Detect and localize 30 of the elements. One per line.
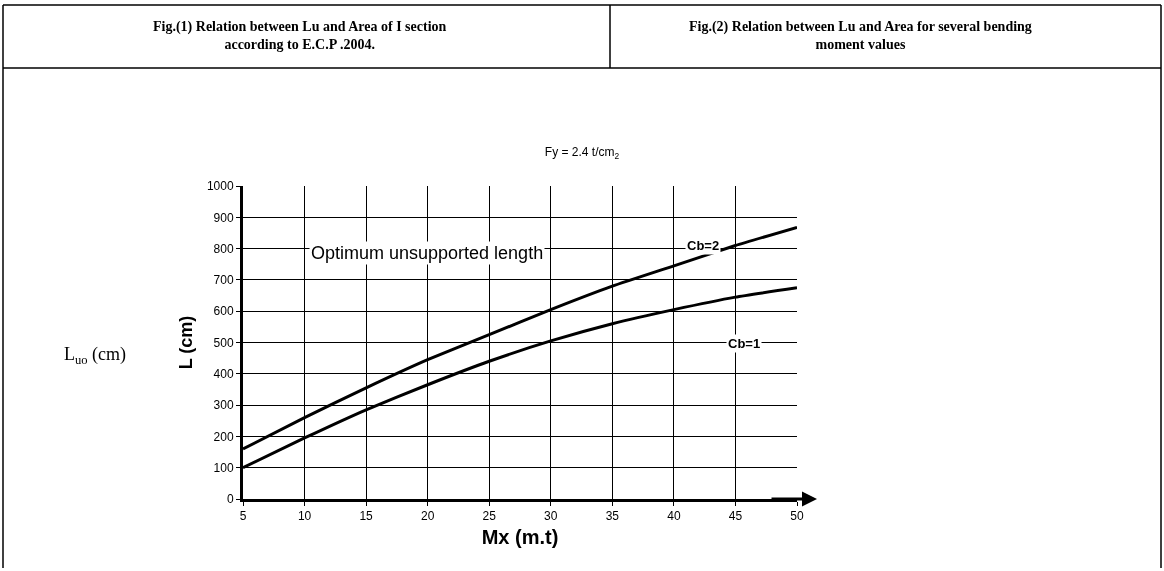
x-tick-label: 10 xyxy=(297,509,312,524)
y-tick-label: 1000 xyxy=(206,179,234,194)
y-tick-label: 600 xyxy=(213,304,234,319)
y-tick-label: 500 xyxy=(213,335,234,350)
text: Fig.(1) Relation between Lu and Area of I section according to E.C.P .2004. xyxy=(153,19,447,53)
chart-title: Fy = 2.4 t/cm$_{2}$ xyxy=(544,145,620,161)
x-axis-title: Mx (m.t) xyxy=(481,525,559,548)
y-tick-label: 400 xyxy=(213,367,234,381)
y-tick-label: 700 xyxy=(213,273,234,288)
x-tick-label: 20 xyxy=(420,509,435,524)
text: Fig.(2) Relation between Lu and Area for several bending moment values xyxy=(689,19,1032,53)
x-tick-label: 5 xyxy=(239,509,247,524)
x-tick-label: 50 xyxy=(790,509,804,524)
y-tick-label: 0 xyxy=(226,492,234,507)
x-tick-label: 45 xyxy=(728,509,743,524)
y-axis-title: L (cm) xyxy=(176,315,197,370)
text: L$_{uo}$ (cm) xyxy=(64,344,127,367)
y-tick-label: 800 xyxy=(213,241,234,256)
x-tick-label: 40 xyxy=(667,509,681,524)
y-tick-label: 300 xyxy=(213,398,234,413)
x-tick-label: 15 xyxy=(359,509,374,524)
y-tick-label: 900 xyxy=(213,210,234,225)
annotation: Cb=2 xyxy=(687,238,720,253)
annotation: Cb=1 xyxy=(728,336,761,351)
y-tick-label: 100 xyxy=(213,460,234,475)
x-tick-label: 30 xyxy=(544,509,558,524)
y-tick-label: 200 xyxy=(213,429,234,444)
x-tick-label: 25 xyxy=(482,509,497,524)
annotation: Optimum unsupported length xyxy=(311,243,544,263)
x-tick-label: 35 xyxy=(605,509,620,524)
